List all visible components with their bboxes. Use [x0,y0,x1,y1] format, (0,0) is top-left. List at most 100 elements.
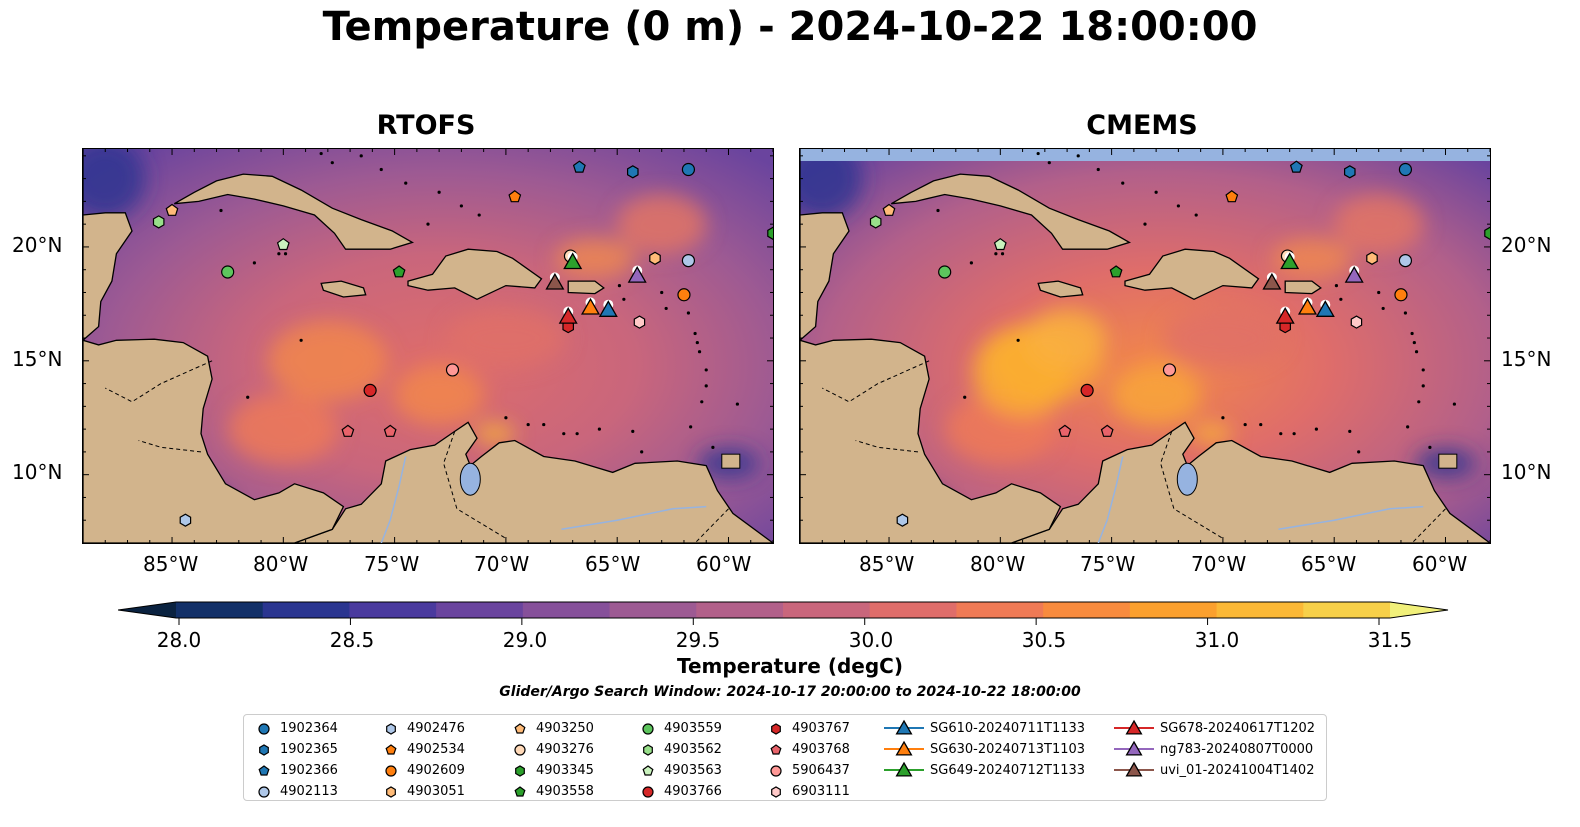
land-hispaniola [1124,248,1260,301]
panel-title-cmems: CMEMS [1086,110,1198,141]
legend-label: 4902476 [407,720,465,736]
small-island [1096,167,1100,172]
small-island [526,422,530,427]
small-island [704,384,708,388]
argo-marker-4902476 [896,513,909,527]
legend-label: SG649-20240712T1133 [930,762,1086,778]
river [1278,505,1424,531]
small-island [697,350,702,354]
land-jamaica [1037,280,1084,298]
search-window-caption: Glider/Argo Search Window: 2024-10-17 20… [499,684,1081,700]
landmass-group [800,149,1490,543]
legend-marker-hexagon-icon [643,744,653,756]
small-island [219,208,223,213]
land-trinidad [1438,453,1458,469]
argo-marker-4903051 [649,251,661,265]
argo-marker-1902365 [1343,165,1356,179]
map-panel-rtofs[interactable] [82,148,774,544]
legend-marker-circle-icon [770,765,782,777]
lat-tick-label: 20°N [12,233,63,257]
legend-item: 4903276 [510,739,594,759]
landmass-group [83,149,773,543]
small-island [1292,432,1296,436]
lon-tick-label: 60°W [696,552,752,576]
small-island [277,252,281,256]
legend-item: 1902364 [254,718,338,738]
legend-label: 4903559 [664,720,722,736]
small-island [1452,402,1456,406]
small-island [686,311,691,315]
legend-marker-circle-icon [642,786,654,798]
small-island [1412,340,1416,345]
small-island [1377,290,1381,295]
legend-marker-pentagon-icon [385,744,397,755]
land-centralAmerica [800,338,1062,543]
small-island [504,416,508,420]
legend-marker-pentagon-icon [514,723,526,734]
small-island [735,402,739,406]
small-island [1076,154,1080,158]
lat-tick-label: 10°N [12,460,63,484]
legend-item: 4903559 [638,718,722,738]
glider-marker-ng783-20240807T0000 [1344,265,1364,283]
argo-marker-4903562 [152,215,165,229]
argo-marker-4903768 [1058,424,1072,437]
small-island [640,450,644,454]
legend-marker-hexagon-icon [771,723,781,735]
glider-marker-SG610-20240711T1133 [1315,300,1335,317]
small-island [936,208,940,213]
lon-tick-label: 75°W [1080,552,1136,576]
argo-marker-4902609 [677,288,691,302]
lon-tick-label: 75°W [364,552,420,576]
small-island [1154,190,1158,194]
small-island [1357,450,1361,454]
border-line [105,360,213,403]
legend-item: ng783-20240807T0000 [1114,739,1313,759]
glider-marker-SG610-20240711T1133 [598,300,618,317]
legend-label: SG630-20240713T1103 [930,741,1086,757]
argo-marker-4903558 [1109,265,1123,278]
small-island [1279,432,1283,436]
colorbar-segment [436,602,524,618]
border-line [694,508,729,543]
small-island [1406,425,1410,429]
legend-label: 1902364 [280,720,338,736]
small-island [1348,429,1352,434]
legend-marker-triangle-icon [1114,761,1154,777]
land-trinidad [721,453,741,469]
legend-label: SG610-20240711T1133 [930,720,1086,736]
river [380,456,407,543]
missing-data-strip [800,149,1490,161]
argo-marker-1902366 [572,160,586,173]
lon-tick-label: 85°W [143,552,199,576]
map-canvas [800,149,1490,543]
small-island [1176,204,1180,208]
colorbar-segment [1129,602,1218,618]
glider-marker-SG630-20240713T1103 [580,297,601,315]
argo-marker-4903559 [938,265,952,279]
lon-tick-label: 65°W [585,552,641,576]
figure-title: Temperature (0 m) - 2024-10-22 18:00:00 [322,4,1258,50]
argo-marker-1902364 [681,162,696,177]
glider-marker-SG678-20240617T1202 [1275,306,1295,324]
legend-item: 4902476 [381,718,465,738]
small-island [1314,427,1318,431]
map-panel-cmems[interactable] [799,148,1491,544]
legend-marker-circle-icon [258,723,270,735]
legend-label: 1902366 [280,762,338,778]
lat-tick-label: 15°N [12,347,63,371]
argo-marker-4903562 [869,215,882,229]
small-island [1421,368,1425,372]
argo-marker-4903250 [165,203,179,216]
glider-marker-SG649-20240712T1133 [563,252,583,270]
small-island [1000,252,1005,256]
legend-label: 4903345 [536,762,594,778]
legend-item: 1902366 [254,760,338,780]
colorbar-tick-label: 31.0 [1194,628,1240,652]
legend-label: 4903558 [536,783,594,799]
land-yucatan [83,149,133,342]
small-island [575,432,579,436]
colorbar-tick-label: 29.5 [675,628,721,652]
small-island [695,340,699,345]
colorbar-segment [696,602,784,618]
